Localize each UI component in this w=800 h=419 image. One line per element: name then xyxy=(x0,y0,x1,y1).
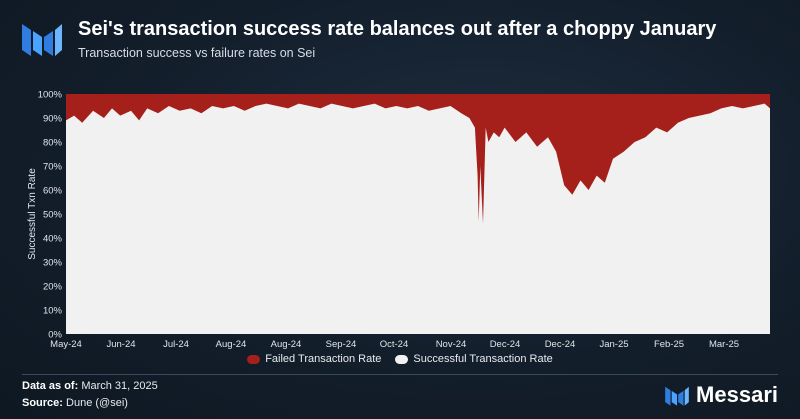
y-tick-label: 50% xyxy=(43,210,63,221)
x-tick-label: Dec-24 xyxy=(490,339,521,350)
legend: Failed Transaction Rate Successful Trans… xyxy=(0,353,800,365)
x-tick-label: May-24 xyxy=(50,339,82,350)
legend-swatch-failed xyxy=(247,354,261,364)
legend-label-failed: Failed Transaction Rate xyxy=(265,353,382,365)
plot-area xyxy=(66,94,770,334)
x-tick-label: Jun-24 xyxy=(106,339,135,350)
source-value: Dune (@sei) xyxy=(66,397,128,409)
messari-brand-icon xyxy=(665,386,689,406)
footer-divider xyxy=(22,374,778,375)
y-axis-label: Successful Txn Rate xyxy=(27,168,38,260)
x-axis: May-24 Jun-24 Jul-24 Aug-24 Aug-24 Sep-24 Oct-… xyxy=(50,339,739,350)
y-tick-label: 100% xyxy=(38,90,63,101)
x-tick-label: Oct-24 xyxy=(380,339,409,350)
source-label: Source: xyxy=(22,397,63,409)
messari-logo-icon xyxy=(22,24,62,56)
x-tick-label: Nov-24 xyxy=(436,339,467,350)
page-subtitle: Transaction success vs failure rates on … xyxy=(78,46,316,60)
data-as-of-value: March 31, 2025 xyxy=(81,380,158,392)
y-tick-label: 40% xyxy=(43,234,63,245)
data-as-of-label: Data as of: xyxy=(22,380,79,392)
y-axis: 0% 10% 20% 30% 40% 50% 60% 70% 80% 90% 100% xyxy=(38,90,63,341)
y-tick-label: 0% xyxy=(48,330,62,341)
x-tick-label: Feb-25 xyxy=(654,339,684,350)
brand-name: Messari xyxy=(696,382,778,407)
x-tick-label: Mar-25 xyxy=(709,339,739,350)
x-tick-label: Aug-24 xyxy=(216,339,247,350)
legend-swatch-successful xyxy=(395,354,409,364)
page-title: Sei's transaction success rate balances … xyxy=(78,18,717,40)
x-tick-label: Sep-24 xyxy=(326,339,357,350)
y-tick-label: 60% xyxy=(43,186,63,197)
x-tick-label: Dec-24 xyxy=(545,339,576,350)
x-tick-label: Jul-24 xyxy=(163,339,189,350)
y-tick-label: 20% xyxy=(43,282,63,293)
y-tick-label: 30% xyxy=(43,258,63,269)
source: Source: Dune (@sei) xyxy=(22,397,128,409)
y-tick-label: 90% xyxy=(43,114,63,125)
successful-rate-area xyxy=(66,103,770,334)
x-tick-label: Jan-25 xyxy=(599,339,628,350)
data-as-of: Data as of: March 31, 2025 xyxy=(22,380,158,392)
chart: 0% 10% 20% 30% 40% 50% 60% 70% 80% 90% 100% May-24… xyxy=(27,90,770,350)
y-tick-label: 70% xyxy=(43,162,63,173)
y-tick-label: 10% xyxy=(43,306,63,317)
x-tick-label: Aug-24 xyxy=(271,339,302,350)
legend-label-successful: Successful Transaction Rate xyxy=(413,353,553,365)
legend-item-failed: Failed Transaction Rate xyxy=(247,353,381,365)
brand: Messari xyxy=(664,382,778,408)
y-tick-label: 80% xyxy=(43,138,63,149)
legend-item-successful: Successful Transaction Rate xyxy=(395,353,553,365)
